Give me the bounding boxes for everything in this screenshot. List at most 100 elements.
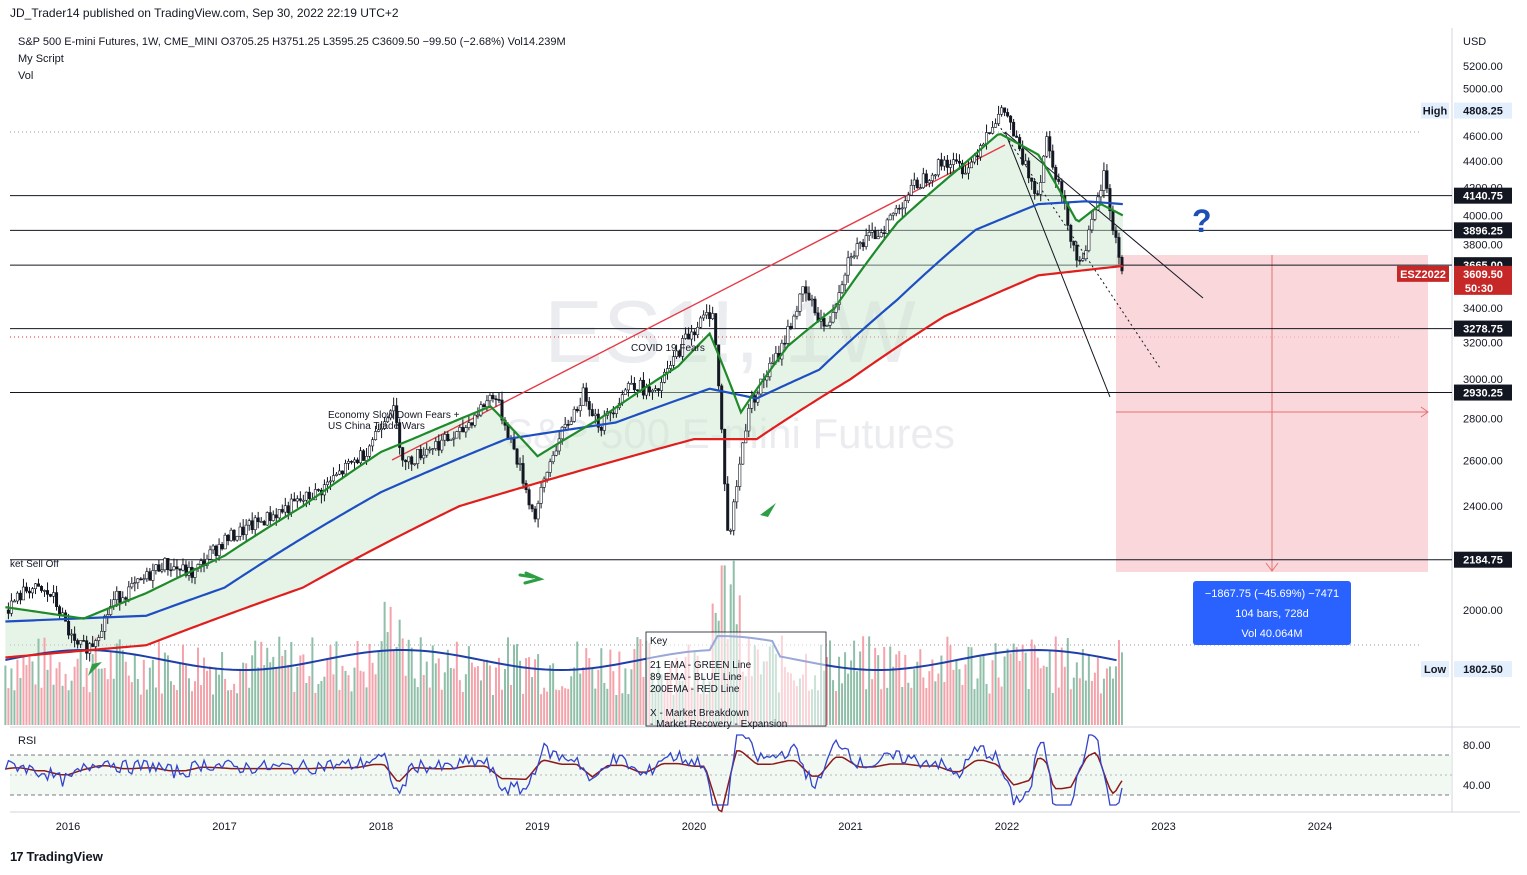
candle-body (738, 463, 742, 487)
price-tag-3278.75[interactable]: 3278.75 (1454, 320, 1512, 337)
volume-bar (967, 646, 970, 725)
volume-bar (64, 673, 67, 725)
economy-annotation-line2[interactable]: US China Trade Wars (328, 421, 425, 432)
price-tag-4808.25[interactable]: High 4808.25 (1421, 102, 1512, 119)
candle-body (569, 421, 573, 425)
candle-body (280, 509, 284, 513)
price-tag-3896.25[interactable]: 3896.25 (1454, 222, 1512, 239)
rsi-label[interactable]: RSI (18, 735, 36, 747)
candle-body (268, 512, 272, 521)
rsi-line[interactable] (4, 734, 1123, 806)
volume-bar (407, 639, 410, 725)
candle-body (840, 284, 844, 293)
volume-bar (901, 686, 904, 725)
volume-bar (305, 682, 308, 725)
volume-bar (543, 687, 546, 725)
volume-bar (636, 637, 639, 725)
candle-body (735, 486, 739, 503)
candle-body (960, 162, 964, 175)
candle-body (148, 571, 152, 581)
volume-bar (479, 680, 482, 725)
question-mark-annotation[interactable]: ? (1192, 203, 1212, 239)
candle-body (882, 232, 886, 235)
volume-bar (254, 640, 257, 725)
candle-body (24, 586, 28, 592)
candle-body (813, 298, 817, 314)
candle-body (145, 571, 149, 580)
volume-bar (994, 643, 997, 725)
price-tag-value: 1802.50 (1463, 664, 1503, 676)
rising-trendline-red[interactable] (391, 144, 1006, 461)
rsi-ma-line[interactable] (5, 750, 1123, 813)
candle-body (587, 401, 591, 410)
candle-body (687, 333, 691, 340)
volume-bar (28, 654, 31, 725)
price-tag-2184.75[interactable]: 2184.75 (1454, 551, 1512, 568)
volume-bar (266, 647, 269, 725)
descending-trendline-top[interactable] (1004, 131, 1204, 299)
candle-body (241, 526, 245, 536)
candle-body (873, 230, 877, 240)
volume-bar (233, 683, 236, 725)
volume-bar (431, 645, 434, 725)
trendlines (391, 123, 1204, 461)
price-tag-3609.50[interactable]: 3609.50 50:30 ESZ2022 (1397, 265, 1512, 295)
chart-legend: S&P 500 E-mini Futures, 1W, CME_MINI O37… (18, 34, 566, 85)
dotted-trendline[interactable] (997, 123, 1161, 369)
ema-200-red-line[interactable] (5, 264, 1123, 659)
script-legend-line[interactable]: My Script (18, 53, 64, 65)
price-tag-1802.50[interactable]: Low 1802.50 (1421, 661, 1512, 678)
candle-body (470, 422, 474, 426)
volume-legend-line[interactable]: Vol (18, 70, 34, 82)
price-tag-4140.75[interactable]: 4140.75 (1454, 187, 1512, 204)
volume-bar (561, 686, 564, 725)
economy-annotation-line1[interactable]: Economy Slow Down Fears + (328, 410, 460, 421)
volume-bar (1102, 678, 1105, 725)
price-tag-value: 4808.25 (1463, 106, 1503, 118)
candle-body (307, 491, 311, 500)
candle-body (73, 633, 77, 641)
ema-89-blue-line[interactable] (5, 200, 1123, 623)
candle-body (663, 371, 667, 383)
volume-bar (187, 678, 190, 725)
ema-21-green-line[interactable] (5, 133, 1124, 620)
candle-body (199, 560, 203, 565)
price-axis-tick: 2000.00 (1463, 605, 1503, 617)
candle-body (425, 448, 429, 456)
descending-trendline-bottom[interactable] (1004, 131, 1111, 398)
volume-bar (172, 684, 175, 725)
price-tag-2930.25[interactable]: 2930.25 (1454, 384, 1512, 401)
green-arrow-right[interactable] (518, 571, 545, 585)
price-axis-tick: 3200.00 (1463, 337, 1503, 349)
volume-bar (1117, 640, 1120, 725)
volume-bar (323, 676, 326, 725)
candle-body (593, 413, 597, 416)
volume-bar (1093, 672, 1096, 725)
candle-body (79, 640, 83, 645)
volume-bar (154, 687, 157, 725)
volume-bar (91, 654, 94, 725)
candle-body (70, 633, 74, 636)
candle-body (696, 327, 700, 336)
volume-bar (350, 691, 353, 725)
volume-bar (1006, 648, 1009, 725)
covid-annotation[interactable]: COVID 19 Fears (631, 343, 705, 354)
candle-body (142, 578, 146, 581)
measure-box[interactable]: −1867.75 (−45.69%) −7471 104 bars, 728d … (1193, 581, 1351, 645)
volume-bar (1003, 656, 1006, 725)
candle-body (521, 463, 525, 484)
green-arrow-up-right-2016[interactable] (88, 662, 102, 676)
volume-bar (985, 683, 988, 725)
volume-bar (94, 637, 97, 725)
sell-off-annotation[interactable]: ket Sell Off (10, 559, 59, 570)
volume-bar (1057, 687, 1060, 725)
volume-bar (112, 678, 115, 725)
candle-body (732, 501, 736, 531)
footer-brand[interactable]: 17 TradingView (10, 849, 103, 864)
candle-body (76, 640, 80, 645)
volume-bar (82, 686, 85, 725)
green-arrow-up-right-2020[interactable] (760, 503, 776, 517)
symbol-legend-line[interactable]: S&P 500 E-mini Futures, 1W, CME_MINI O37… (18, 36, 566, 48)
key-box[interactable]: Key 21 EMA - GREEN Line 89 EMA - BLUE Li… (645, 631, 827, 730)
